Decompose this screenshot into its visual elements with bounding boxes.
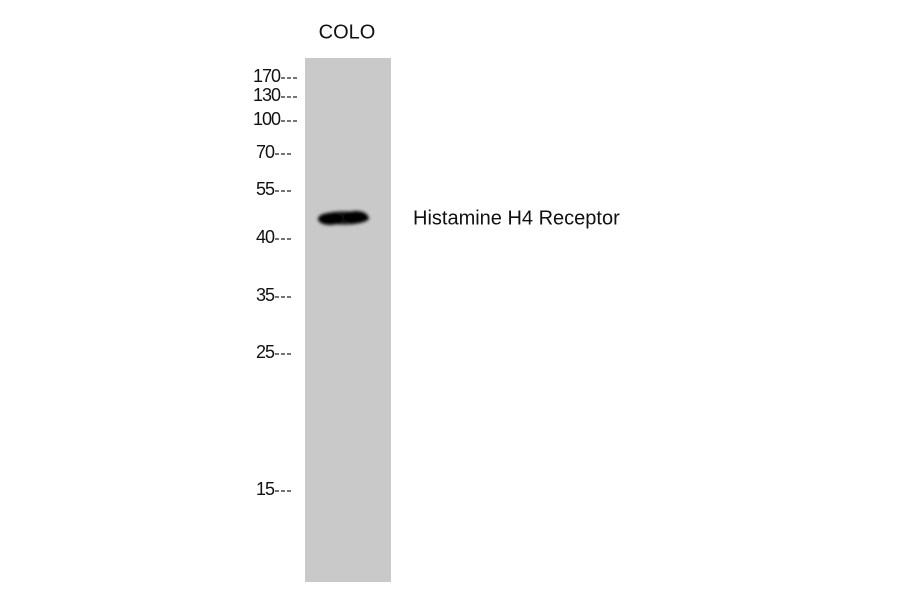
band-label: Histamine H4 Receptor (413, 207, 620, 229)
marker-label: 25 (256, 342, 275, 362)
marker-label: 70 (256, 142, 275, 162)
marker-label: 55 (256, 179, 275, 199)
lane-label: COLO (319, 21, 376, 43)
marker-label: 130 (253, 85, 281, 105)
lane (305, 58, 391, 582)
marker-label: 35 (256, 285, 275, 305)
marker-label: 100 (253, 109, 281, 129)
marker-label: 170 (253, 66, 281, 86)
marker-label: 40 (256, 227, 275, 247)
band (318, 211, 369, 225)
marker-label: 15 (256, 479, 275, 499)
